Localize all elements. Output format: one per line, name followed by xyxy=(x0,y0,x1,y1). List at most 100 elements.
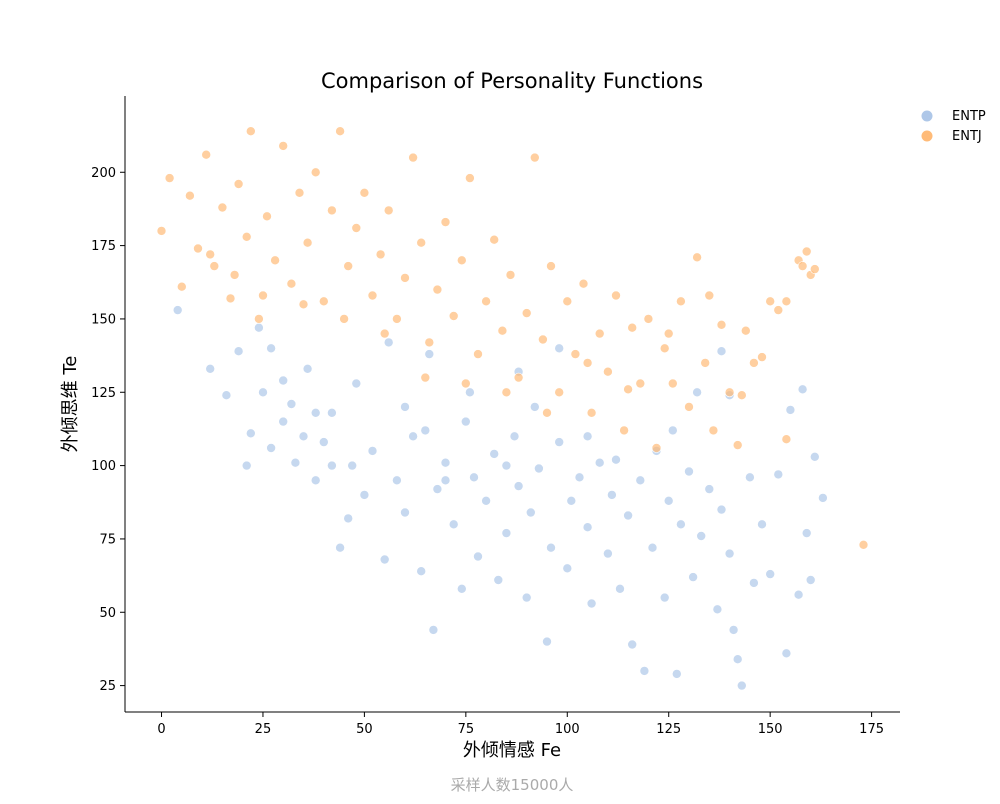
point-entj xyxy=(375,249,386,260)
point-entp xyxy=(347,460,358,471)
point-entj xyxy=(489,234,500,245)
point-entj xyxy=(643,314,654,324)
point-entp xyxy=(603,548,613,559)
point-entj xyxy=(416,237,427,248)
point-entj xyxy=(270,255,280,266)
point-entp xyxy=(639,666,650,676)
point-entj xyxy=(773,305,784,315)
point-entj xyxy=(193,243,203,254)
point-entp xyxy=(359,490,370,500)
point-entp xyxy=(501,528,512,538)
point-entp xyxy=(343,513,354,524)
point-entj xyxy=(663,328,674,339)
point-entp xyxy=(278,416,289,427)
point-entp xyxy=(611,454,621,465)
point-entp xyxy=(298,431,309,442)
point-entj xyxy=(456,255,467,266)
point-entj xyxy=(700,358,711,368)
point-entp xyxy=(554,343,565,354)
point-entp xyxy=(801,528,812,538)
point-entj xyxy=(603,366,613,377)
point-entj xyxy=(294,188,305,198)
point-entp xyxy=(379,554,390,565)
point-entj xyxy=(513,372,524,383)
y-tick-label: 200 xyxy=(91,166,116,181)
point-entj xyxy=(611,290,621,301)
point-entj xyxy=(217,202,228,213)
point-entj xyxy=(460,378,471,389)
point-entp xyxy=(765,569,776,579)
point-entj xyxy=(659,343,670,354)
point-entj xyxy=(781,296,792,307)
point-entj xyxy=(586,407,597,418)
point-entp xyxy=(728,625,739,635)
y-tick-label: 75 xyxy=(99,532,116,547)
x-tick-label: 125 xyxy=(656,722,681,737)
point-entp xyxy=(805,575,816,585)
point-entp xyxy=(623,510,633,521)
point-entj xyxy=(278,141,289,151)
legend-marker-entj xyxy=(921,130,933,142)
point-entp xyxy=(582,431,593,442)
point-entp xyxy=(529,402,540,412)
point-entp xyxy=(246,428,256,439)
point-entp xyxy=(400,507,410,518)
y-tick-label: 175 xyxy=(91,239,116,254)
point-entp xyxy=(663,495,674,506)
point-entj xyxy=(225,293,236,304)
point-entj xyxy=(692,252,702,263)
point-entp xyxy=(286,399,297,409)
point-entj xyxy=(667,378,678,389)
point-entp xyxy=(400,402,410,412)
point-entj xyxy=(497,325,508,336)
point-entj xyxy=(570,349,581,359)
point-entp xyxy=(392,475,402,486)
point-entj xyxy=(177,281,187,292)
point-entj xyxy=(310,167,321,178)
y-tick-label: 150 xyxy=(91,312,116,327)
point-entp xyxy=(692,387,702,398)
point-entj xyxy=(339,314,349,324)
point-entj xyxy=(302,237,313,248)
point-entp xyxy=(302,363,313,374)
point-entp xyxy=(408,431,418,442)
point-entj xyxy=(708,425,719,436)
point-entj xyxy=(335,126,345,136)
point-entp xyxy=(671,669,682,679)
x-tick-label: 50 xyxy=(356,722,373,737)
point-entj xyxy=(716,319,727,330)
point-entj xyxy=(185,190,195,201)
point-entp xyxy=(367,446,378,456)
point-entp xyxy=(310,475,321,486)
point-entp xyxy=(615,583,625,594)
point-entp xyxy=(310,407,321,418)
point-entp xyxy=(254,322,264,333)
x-tick-label: 75 xyxy=(458,722,475,737)
point-entp xyxy=(785,405,796,415)
point-entp xyxy=(773,469,784,480)
point-entp xyxy=(582,522,593,533)
point-entp xyxy=(432,484,443,494)
point-entp xyxy=(383,337,394,348)
point-entp xyxy=(241,460,252,471)
point-entj xyxy=(343,261,354,271)
point-entp xyxy=(278,375,289,386)
point-entp xyxy=(440,457,451,468)
point-entp xyxy=(554,437,565,447)
point-entj xyxy=(538,334,548,345)
x-tick-label: 0 xyxy=(157,722,165,737)
point-entp xyxy=(420,425,431,436)
point-entp xyxy=(594,457,605,468)
point-entj xyxy=(501,387,512,398)
point-entp xyxy=(327,460,337,471)
point-entj xyxy=(623,384,633,395)
point-entj xyxy=(156,226,167,236)
point-entj xyxy=(562,296,573,307)
point-entp xyxy=(481,495,491,506)
point-entp xyxy=(233,346,244,357)
point-entj xyxy=(594,328,605,339)
point-entp xyxy=(205,363,215,374)
x-axis-title: 外倾情感 Fe xyxy=(463,740,561,761)
point-entj xyxy=(546,261,556,271)
